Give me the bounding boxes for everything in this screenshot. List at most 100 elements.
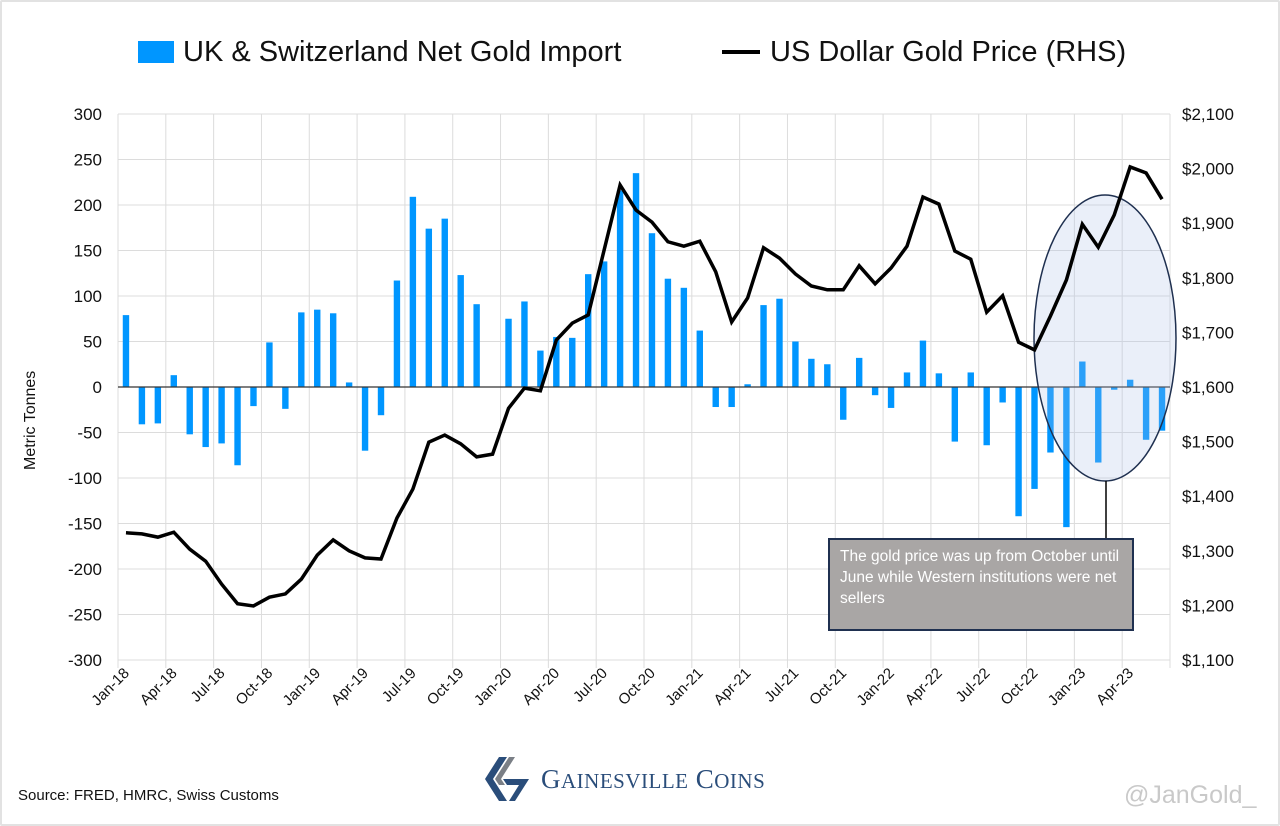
bar-Feb-19 — [329, 313, 337, 387]
bar-Aug-18 — [234, 387, 241, 466]
y-tick-label: 100 — [74, 287, 102, 306]
bar-Jun-22 — [967, 372, 974, 387]
bar-Aug-21 — [808, 358, 815, 387]
legend: UK & Switzerland Net Gold Import US Doll… — [0, 30, 1280, 74]
bar-May-22 — [951, 387, 959, 442]
bar-Mar-21 — [728, 387, 735, 408]
y2-tick-label: $1,700 — [1182, 323, 1234, 342]
x-tick-label: Oct-18 — [232, 665, 276, 709]
x-tick-label: Apr-21 — [711, 665, 755, 709]
bar-Sep-19 — [441, 218, 448, 387]
x-tick-label: Jan-18 — [88, 665, 132, 709]
author-handle: @JanGold_ — [1124, 781, 1257, 809]
bar-Feb-18 — [138, 387, 146, 425]
bar-Jan-22 — [887, 387, 895, 408]
y-tick-label: 150 — [74, 242, 102, 261]
x-tick-label: Apr-18 — [137, 665, 181, 709]
y-axis-label: Metric Tonnes — [22, 370, 39, 470]
y-tick-label: -250 — [68, 606, 102, 625]
bar-Apr-20 — [553, 336, 560, 387]
legend-item-gold-price: US Dollar Gold Price (RHS) — [722, 30, 1126, 74]
x-tick-label: Jan-21 — [662, 665, 706, 709]
bar-Mar-20 — [537, 350, 544, 387]
bar-Jun-19 — [393, 280, 401, 387]
bar-Nov-22 — [1047, 387, 1054, 453]
bar-Jun-21 — [776, 298, 783, 387]
x-tick-label: Jul-21 — [761, 665, 802, 706]
y-tick-label: 0 — [93, 378, 102, 397]
bar-Jul-21 — [792, 341, 799, 387]
x-tick-label: Jan-22 — [853, 665, 897, 709]
bar-Mar-19 — [345, 382, 353, 387]
x-tick-label: Jan-19 — [280, 665, 324, 709]
bar-Oct-22 — [1031, 387, 1038, 489]
bar-Sep-20 — [632, 173, 640, 387]
y2-tick-label: $2,100 — [1182, 105, 1234, 124]
bar-Dec-21 — [871, 387, 879, 396]
bar-Dec-18 — [298, 312, 305, 387]
annotation-callout: The gold price was up from October until… — [828, 538, 1134, 631]
bar-Jul-18 — [218, 387, 225, 444]
gainesville-coins-logo: GAINESVILLE COINS — [485, 755, 765, 803]
y2-tick-label: $1,100 — [1182, 651, 1234, 670]
x-tick-label: Apr-22 — [902, 665, 946, 709]
x-tick-label: Jan-23 — [1045, 665, 1089, 709]
x-tick-label: Jul-22 — [953, 665, 994, 706]
y-tick-label: -100 — [68, 469, 102, 488]
y2-tick-label: $1,600 — [1182, 378, 1234, 397]
legend-swatch-bar — [138, 41, 174, 63]
bar-May-23 — [1142, 387, 1150, 440]
y-tick-label: -200 — [68, 560, 102, 579]
bar-Jun-23 — [1158, 387, 1166, 431]
y2-tick-label: $1,300 — [1182, 542, 1234, 561]
bar-Nov-21 — [855, 357, 863, 387]
bar-Apr-19 — [361, 387, 369, 451]
bar-Feb-20 — [521, 301, 528, 387]
bar-Jul-22 — [983, 387, 990, 446]
bar-Jan-23 — [1079, 361, 1086, 387]
bar-Sep-22 — [1015, 387, 1022, 517]
bar-Nov-19 — [473, 304, 480, 387]
logo-text: GAINESVILLE COINS — [541, 763, 766, 794]
x-tick-label: Oct-22 — [997, 665, 1041, 709]
bar-Nov-20 — [664, 278, 672, 387]
y2-tick-label: $1,900 — [1182, 214, 1234, 233]
x-tick-label: Jul-19 — [379, 665, 420, 706]
bar-Mar-18 — [154, 387, 162, 424]
x-tick-label: Oct-21 — [806, 665, 850, 709]
bar-Mar-23 — [1111, 387, 1118, 390]
bar-Jan-20 — [505, 318, 512, 387]
bar-Apr-21 — [744, 384, 751, 387]
y2-tick-label: $1,800 — [1182, 269, 1234, 288]
bar-Dec-20 — [680, 287, 688, 387]
bar-May-19 — [377, 387, 385, 416]
bar-Oct-21 — [840, 387, 847, 420]
source-note: Source: FRED, HMRC, Swiss Customs — [18, 787, 279, 804]
bar-Aug-20 — [616, 190, 624, 387]
bar-Jan-21 — [696, 330, 703, 387]
x-tick-label: Oct-20 — [615, 665, 659, 709]
bar-May-21 — [760, 305, 767, 387]
bar-Aug-19 — [425, 228, 433, 387]
legend-label-gold-price: US Dollar Gold Price (RHS) — [770, 35, 1127, 68]
x-tick-label: Apr-23 — [1093, 665, 1137, 709]
x-tick-label: Jul-20 — [570, 665, 611, 706]
bar-Oct-18 — [266, 342, 273, 387]
x-tick-label: Apr-20 — [519, 665, 563, 709]
bar-Sep-21 — [824, 364, 831, 387]
y2-tick-label: $2,000 — [1182, 160, 1234, 179]
legend-item-imports: UK & Switzerland Net Gold Import — [138, 30, 621, 74]
legend-label-imports: UK & Switzerland Net Gold Import — [183, 35, 622, 68]
y-tick-label: -50 — [77, 424, 102, 443]
y-tick-label: 50 — [83, 333, 102, 352]
bar-Oct-20 — [648, 233, 656, 387]
bar-Jan-18 — [122, 315, 130, 387]
y-tick-label: -150 — [68, 515, 102, 534]
y2-tick-label: $1,500 — [1182, 433, 1234, 452]
bar-Jul-19 — [409, 196, 417, 387]
x-tick-label: Oct-19 — [424, 665, 468, 709]
y-tick-label: 250 — [74, 151, 102, 170]
logo-mark-icon — [485, 757, 529, 801]
